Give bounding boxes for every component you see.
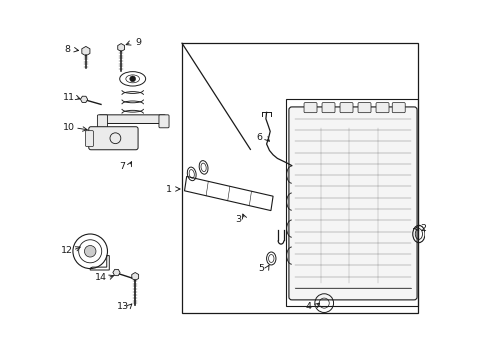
FancyBboxPatch shape bbox=[376, 103, 389, 113]
Bar bbox=[182, 43, 418, 313]
FancyBboxPatch shape bbox=[304, 103, 317, 113]
Text: 4: 4 bbox=[306, 302, 312, 311]
FancyBboxPatch shape bbox=[98, 115, 107, 128]
FancyBboxPatch shape bbox=[358, 103, 371, 113]
FancyBboxPatch shape bbox=[99, 115, 166, 123]
Text: 9: 9 bbox=[135, 38, 141, 47]
Text: 5: 5 bbox=[258, 264, 264, 273]
Text: 11: 11 bbox=[63, 93, 74, 102]
Text: 1: 1 bbox=[167, 184, 172, 194]
FancyBboxPatch shape bbox=[289, 107, 417, 300]
Bar bbox=[286, 99, 418, 306]
Text: 8: 8 bbox=[65, 45, 71, 54]
Circle shape bbox=[130, 76, 136, 82]
Text: 7: 7 bbox=[120, 162, 125, 171]
Text: 10: 10 bbox=[63, 123, 74, 132]
Text: 3: 3 bbox=[236, 215, 242, 224]
FancyBboxPatch shape bbox=[86, 131, 94, 147]
Text: 2: 2 bbox=[420, 224, 427, 233]
Text: 6: 6 bbox=[256, 133, 263, 142]
FancyBboxPatch shape bbox=[392, 103, 405, 113]
FancyBboxPatch shape bbox=[89, 127, 138, 150]
Text: 12: 12 bbox=[60, 246, 73, 255]
FancyBboxPatch shape bbox=[159, 115, 169, 128]
Text: 14: 14 bbox=[95, 274, 107, 282]
FancyBboxPatch shape bbox=[340, 103, 353, 113]
Circle shape bbox=[84, 246, 96, 257]
Text: 13: 13 bbox=[117, 302, 129, 311]
FancyBboxPatch shape bbox=[322, 103, 335, 113]
